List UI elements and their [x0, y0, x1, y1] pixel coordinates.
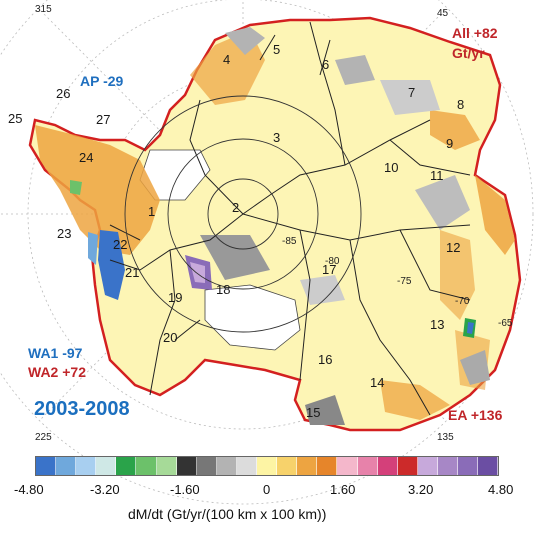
basin-label: 17 [322, 262, 337, 277]
basin-label: 1 [148, 204, 156, 219]
latitude-label: -65 [498, 318, 513, 329]
latitude-label: -70 [455, 296, 470, 307]
colorbar-tick-label: -3.20 [90, 482, 120, 497]
latitude-label: -75 [397, 276, 412, 287]
colorbar-swatch [337, 457, 358, 475]
region-total-wa2: WA2 +72 [28, 364, 86, 380]
colorbar-swatch [437, 457, 458, 475]
basin-label: 24 [79, 150, 94, 165]
colorbar-swatch [236, 457, 258, 475]
colorbar-swatch [216, 457, 237, 475]
colorbar-tick-label: -4.80 [14, 482, 44, 497]
colorbar-swatch [377, 457, 398, 475]
basin-label: 14 [370, 375, 385, 390]
colorbar-swatch [116, 457, 137, 475]
basin-label: 18 [216, 282, 231, 297]
colorbar-swatch [357, 457, 378, 475]
colorbar-swatch [257, 457, 278, 475]
polar-rings [124, 95, 362, 333]
longitude-label: 315 [35, 4, 52, 15]
basin-label: 6 [322, 57, 330, 72]
longitude-label: 225 [35, 432, 52, 443]
basin-label: 3 [273, 130, 281, 145]
colorbar-swatch [478, 457, 499, 475]
colorbar-swatch [96, 457, 117, 475]
latitude-label: -80 [325, 256, 340, 267]
period-label: 2003-2008 [34, 398, 130, 420]
colorbar-swatch [136, 457, 157, 475]
basin-label: 10 [384, 160, 399, 175]
colorbar-swatch [76, 457, 97, 475]
colorbar-tick-label: 4.80 [488, 482, 514, 497]
region-total-ap: AP -29 [80, 73, 124, 89]
colorbar-swatch [196, 457, 217, 475]
basin-label: 22 [113, 237, 128, 252]
basin-boundaries [109, 21, 471, 416]
colorbar-tick-label: -1.60 [170, 482, 200, 497]
basin-label: 12 [446, 240, 461, 255]
basin-label: 20 [163, 330, 178, 345]
basin-label: 13 [430, 317, 445, 332]
basin-label: 9 [446, 136, 454, 151]
region-total-ea: EA +136 [448, 407, 503, 423]
longitude-label: 135 [437, 432, 454, 443]
colorbar-swatch [317, 457, 338, 475]
basin-label: 23 [57, 226, 72, 241]
colorbar-swatch [457, 457, 479, 475]
basin-label: 21 [125, 265, 140, 280]
basin-label: 4 [223, 52, 231, 67]
colorbar-swatch [417, 457, 438, 475]
colorbar-swatch [56, 457, 77, 475]
basin-label: 25 [8, 111, 23, 126]
basin-label: 27 [96, 112, 111, 127]
continent [28, 16, 522, 432]
colorbar-swatch [36, 457, 57, 475]
colorbar-swatch [176, 457, 197, 475]
latitude-label: -85 [282, 236, 297, 247]
region-total-all: All +82 [452, 25, 498, 41]
region-total-wa1: WA1 -97 [28, 345, 83, 361]
basin-label: 19 [168, 290, 183, 305]
colorbar-swatch [156, 457, 177, 475]
basin-label: 26 [56, 86, 71, 101]
basin-label: 15 [306, 405, 321, 420]
colorbar-tick-label: 0 [263, 482, 271, 497]
colorbar-swatch [397, 457, 418, 475]
basin-label: 7 [408, 85, 416, 100]
colorbar-swatch [297, 457, 318, 475]
basin-label: 8 [457, 97, 465, 112]
basin-label: 16 [318, 352, 333, 367]
colorbar-tick-label: 1.60 [330, 482, 356, 497]
colorbar [35, 456, 499, 476]
basin-label: 5 [273, 42, 281, 57]
colorbar-swatch [277, 457, 298, 475]
longitude-label: 45 [437, 8, 449, 19]
basin-label: 11 [430, 168, 444, 183]
colorbar-title: dM/dt (Gt/yr/(100 km x 100 km)) [128, 506, 327, 522]
region-total-all-unit: Gt/yr [452, 45, 485, 61]
basin-label: 2 [232, 200, 240, 215]
colorbar-tick-label: 3.20 [408, 482, 434, 497]
